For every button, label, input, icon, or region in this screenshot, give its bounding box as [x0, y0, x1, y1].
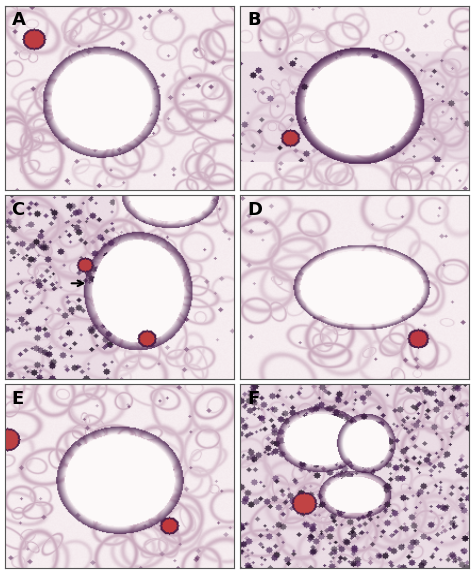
Text: B: B: [247, 11, 261, 29]
Text: D: D: [247, 200, 262, 219]
Text: F: F: [247, 390, 260, 408]
Text: A: A: [11, 11, 26, 29]
Text: C: C: [11, 200, 25, 219]
Text: E: E: [11, 390, 24, 408]
